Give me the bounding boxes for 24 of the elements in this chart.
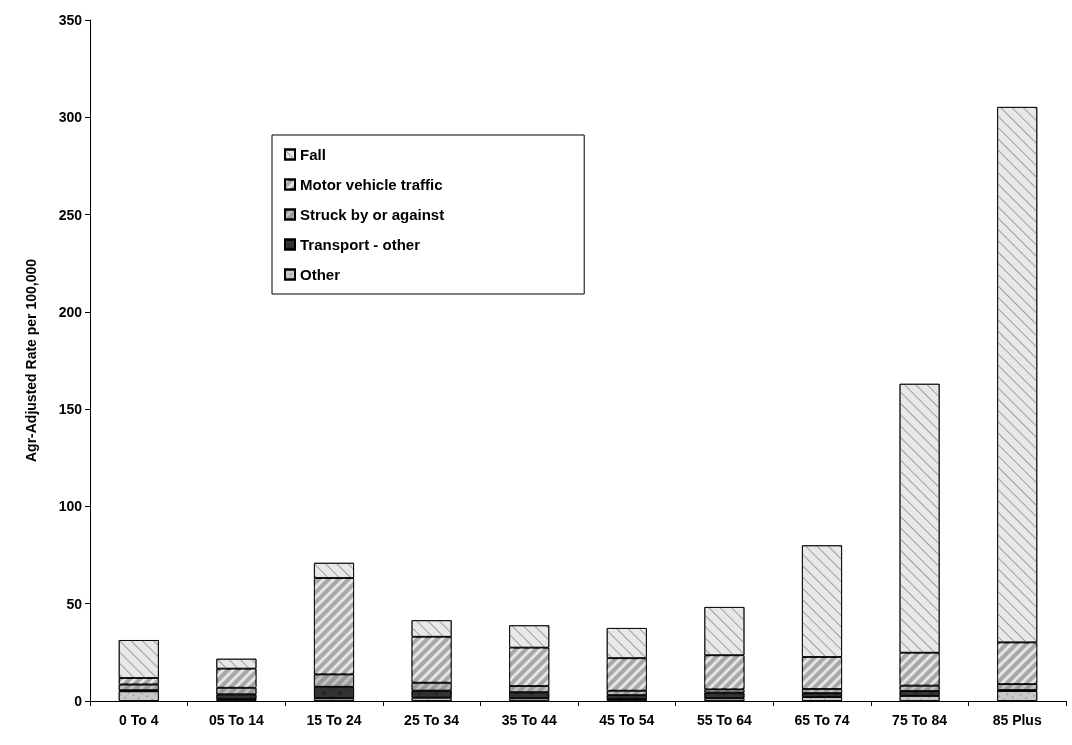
x-tick-label: 0 To 4	[119, 712, 159, 728]
legend-label: Fall	[300, 146, 326, 163]
y-tick-label: 150	[58, 401, 83, 418]
x-tick-label: 15 To 24	[306, 712, 362, 728]
x-tick-label: 55 To 64	[696, 712, 753, 728]
y-tick-label: 200	[58, 303, 83, 320]
y-tick-label: 0	[74, 693, 83, 709]
legend-label: Motor vehicle traffic	[300, 176, 443, 193]
x-tick-label: 35 To 44	[501, 712, 557, 728]
y-tick-label: 300	[58, 109, 83, 126]
x-tick-label: 65 To 74	[794, 712, 850, 728]
x-tick-label: 85 Plus	[992, 712, 1042, 728]
y-tick-label: 350	[58, 12, 83, 28]
x-tick-label: 75 To 84	[892, 712, 948, 728]
legend-label: Struck by or against	[300, 206, 445, 223]
y-tick-label: 250	[58, 206, 83, 223]
x-tick-label: 05 To 14	[208, 712, 265, 728]
y-axis-title: Agr-Adjusted Rate per 100,000	[23, 258, 39, 463]
x-tick-label: 25 To 34	[404, 712, 460, 728]
y-tick-label: 100	[58, 498, 83, 515]
x-tick-label: 45 To 54	[599, 712, 655, 728]
legend-label: Other	[300, 266, 341, 283]
legend-label: Transport - other	[300, 236, 421, 253]
y-tick-label: 50	[66, 595, 83, 612]
